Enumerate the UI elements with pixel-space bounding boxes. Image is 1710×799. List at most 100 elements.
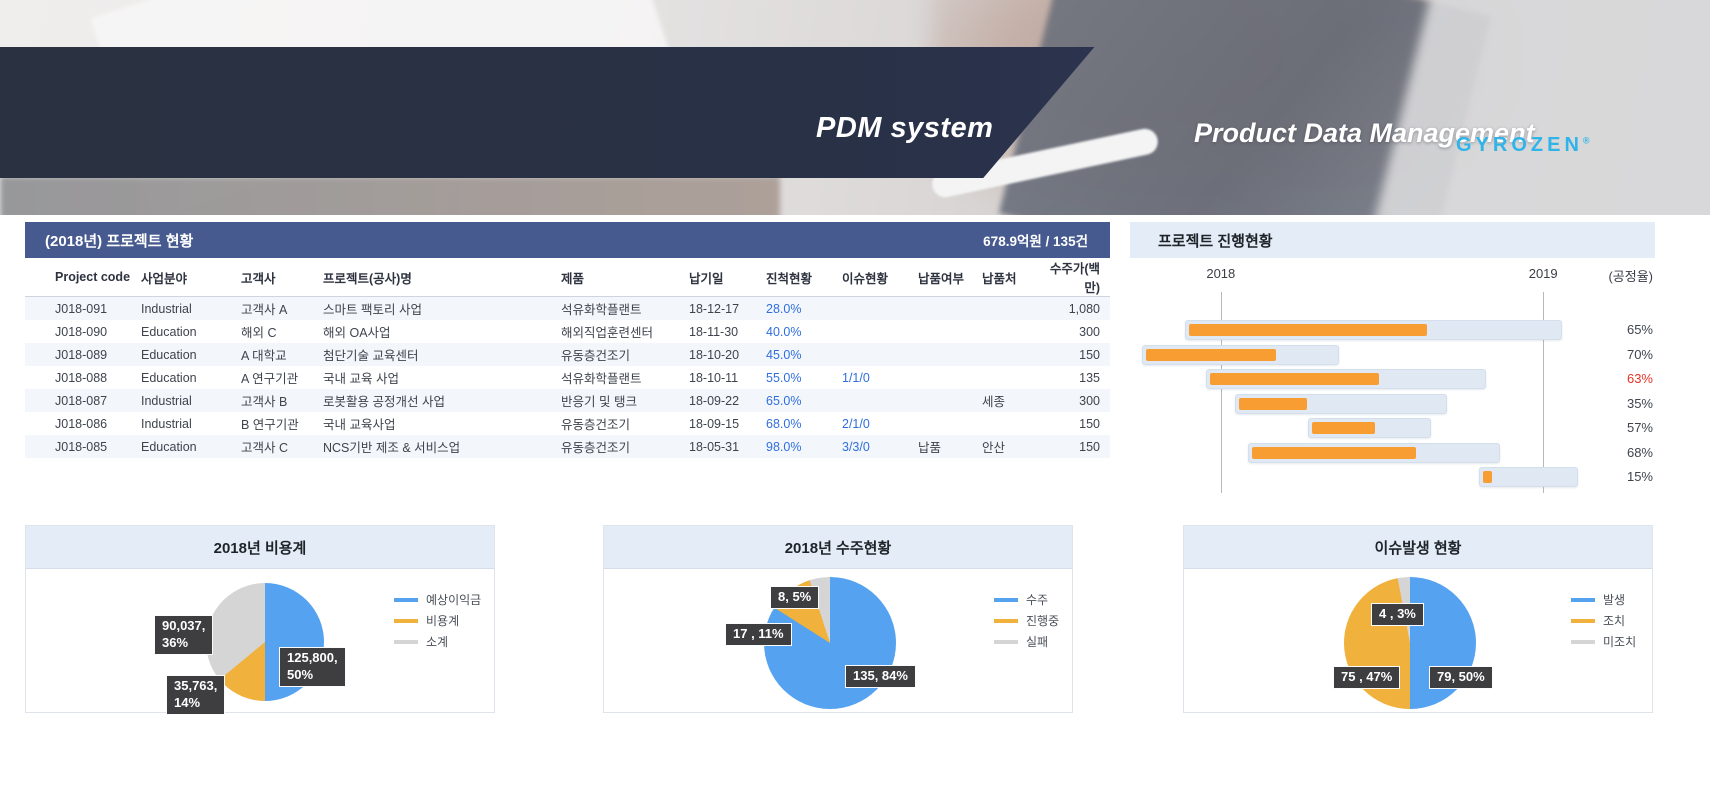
legend-item: 미조치	[1571, 633, 1636, 650]
pie-chart	[1344, 577, 1476, 709]
legend-item: 조치	[1571, 612, 1636, 629]
gantt-progress-value: 68%	[1626, 445, 1653, 460]
table-cell: 납품	[918, 441, 942, 455]
gantt-progress-value: 15%	[1626, 469, 1653, 484]
pie-legend: 예상이익금 비용계 소계	[394, 591, 481, 654]
table-cell: J018-088	[55, 370, 108, 385]
table-cell	[978, 366, 1040, 389]
table-cell: 150	[1079, 347, 1100, 362]
table-cell: B 연구기관	[241, 418, 299, 432]
table-cell[interactable]: 45.0%	[766, 347, 802, 362]
table-cell[interactable]: 28.0%	[766, 301, 802, 316]
gantt-bar-fill	[1210, 373, 1380, 385]
legend-label: 실패	[1026, 635, 1049, 649]
legend-label: 발생	[1603, 593, 1626, 607]
column-header: 수주가(백만)	[1040, 258, 1110, 297]
table-row: J018-088 Education A 연구기관 국내 교육 사업 석유화학플랜트 18…	[25, 366, 1110, 389]
gantt-value-axis-label: (공정율)	[1608, 269, 1653, 284]
pie-panel-body: 125,800, 50% 35,763, 14% 90,037, 36% 예상이익금 비용계 소…	[26, 569, 494, 715]
table-cell: 18-09-22	[689, 393, 740, 408]
app-subtitle: Product Data Management	[1194, 118, 1535, 148]
gantt-bar-track	[1248, 443, 1501, 463]
pie-slice-label: 90,037, 36%	[154, 615, 214, 655]
pie-panel-body: 79, 50% 75 , 47% 4 , 3% 발생 조치 미조치	[1184, 569, 1652, 713]
gantt-bar-track	[1142, 345, 1339, 365]
table-cell: Education	[141, 347, 197, 362]
table-cell	[838, 297, 914, 321]
project-status-panel-header: (2018년) 프로젝트 현황 678.9억원 / 135건	[25, 222, 1110, 258]
gantt-bar-fill	[1252, 447, 1417, 459]
table-cell: 18-11-30	[689, 324, 739, 339]
legend-label: 비용계	[426, 614, 460, 628]
table-cell: 세종	[982, 395, 1006, 409]
column-header: 프로젝트(공사)명	[319, 258, 557, 297]
table-cell[interactable]: 68.0%	[766, 416, 802, 431]
pie-panel-body: 135, 84% 17 , 11% 8, 5% 수주 진행중 실패	[604, 569, 1072, 713]
gantt-bar-fill	[1146, 349, 1277, 361]
gantt-progress-value: 70%	[1626, 347, 1653, 362]
table-cell: J018-089	[55, 347, 108, 362]
table-row: J018-091 Industrial 고객사 A 스마트 팩토리 사업 석유화학플랜트…	[25, 296, 1110, 321]
legend-label: 수주	[1026, 593, 1049, 607]
hero-photo-tablet-edge	[1374, 0, 1710, 215]
legend-swatch	[394, 597, 418, 602]
gantt-bar-fill	[1483, 471, 1492, 483]
column-header: 고객사	[237, 258, 319, 297]
table-cell: 18-10-11	[689, 370, 739, 385]
column-header: 제품	[557, 258, 685, 297]
gantt-bar-track	[1307, 418, 1431, 438]
pie-panel-title: 2018년 비용계	[26, 526, 494, 569]
table-cell[interactable]: 2/1/0	[842, 416, 870, 431]
gantt-chart: (공정율) 2018 2019 65% 70% 63% 35% 57% 68% 15%	[1130, 258, 1655, 498]
gantt-progress-value: 35%	[1626, 396, 1653, 411]
table-cell: J018-091	[55, 301, 108, 316]
table-row: J018-087 Industrial 고객사 B 로봇활용 공정개선 사업 반응기 및…	[25, 389, 1110, 412]
gantt-bar-fill	[1239, 398, 1307, 410]
table-cell: 유동층건조기	[561, 349, 631, 363]
table-cell: 해외직업훈련센터	[561, 326, 654, 340]
table-cell: 18-12-17	[689, 301, 740, 316]
table-cell: 스마트 팩토리 사업	[323, 303, 422, 317]
table-cell: 첨단기술 교육센터	[323, 349, 419, 363]
gantt-bar-fill	[1311, 422, 1375, 434]
table-row: J018-085 Education 고객사 C NCS기반 제조 & 서비스업 유동층…	[25, 435, 1110, 458]
legend-label: 진행중	[1026, 614, 1060, 628]
legend-item: 발생	[1571, 591, 1636, 608]
table-cell: 150	[1079, 439, 1100, 454]
gantt-axis-label: 2019	[1528, 266, 1558, 281]
legend-swatch	[1571, 639, 1595, 644]
table-cell: Industrial	[141, 393, 192, 408]
project-progress-panel: 프로젝트 진행현황 (공정율) 2018 2019 65% 70% 63% 35% 57% 6…	[1130, 222, 1655, 498]
pie-panel: 2018년 비용계 125,800, 50% 35,763, 14% 90,037, 36%…	[25, 525, 495, 715]
gantt-gridline	[1543, 292, 1545, 493]
table-cell[interactable]: 55.0%	[766, 370, 802, 385]
table-cell: 300	[1079, 324, 1100, 339]
pie-panel-title: 이슈발생 현황	[1184, 526, 1652, 569]
column-header: 사업분야	[137, 258, 237, 297]
column-header: 진척현황	[762, 258, 838, 297]
brand-registered-mark: ®	[1582, 135, 1590, 146]
table-cell	[914, 366, 978, 389]
column-header: 납품여부	[914, 258, 978, 297]
legend-item: 예상이익금	[394, 591, 481, 608]
table-cell[interactable]: 3/3/0	[842, 439, 870, 454]
table-cell: J018-090	[55, 324, 108, 339]
table-cell[interactable]: 40.0%	[766, 324, 802, 339]
legend-swatch	[1571, 597, 1595, 602]
table-cell: Industrial	[141, 416, 192, 431]
gantt-progress-value: 65%	[1626, 322, 1653, 337]
project-status-title: (2018년) 프로젝트 현황	[45, 232, 194, 250]
pie-slice-label: 17 , 11%	[725, 623, 792, 646]
gantt-bar-track	[1235, 394, 1448, 414]
table-cell[interactable]: 1/1/0	[842, 370, 870, 385]
table-cell[interactable]: 98.0%	[766, 439, 802, 454]
table-cell[interactable]: 65.0%	[766, 393, 802, 408]
table-cell: J018-086	[55, 416, 108, 431]
pie-slice-label: 75 , 47%	[1333, 666, 1401, 689]
pie-panel: 2018년 수주현황 135, 84% 17 , 11% 8, 5% 수주 진행중 실패	[603, 525, 1073, 713]
brand-logo: GYROZEN®	[1456, 134, 1590, 157]
gantt-bar-track	[1206, 369, 1486, 389]
table-cell	[914, 343, 978, 366]
